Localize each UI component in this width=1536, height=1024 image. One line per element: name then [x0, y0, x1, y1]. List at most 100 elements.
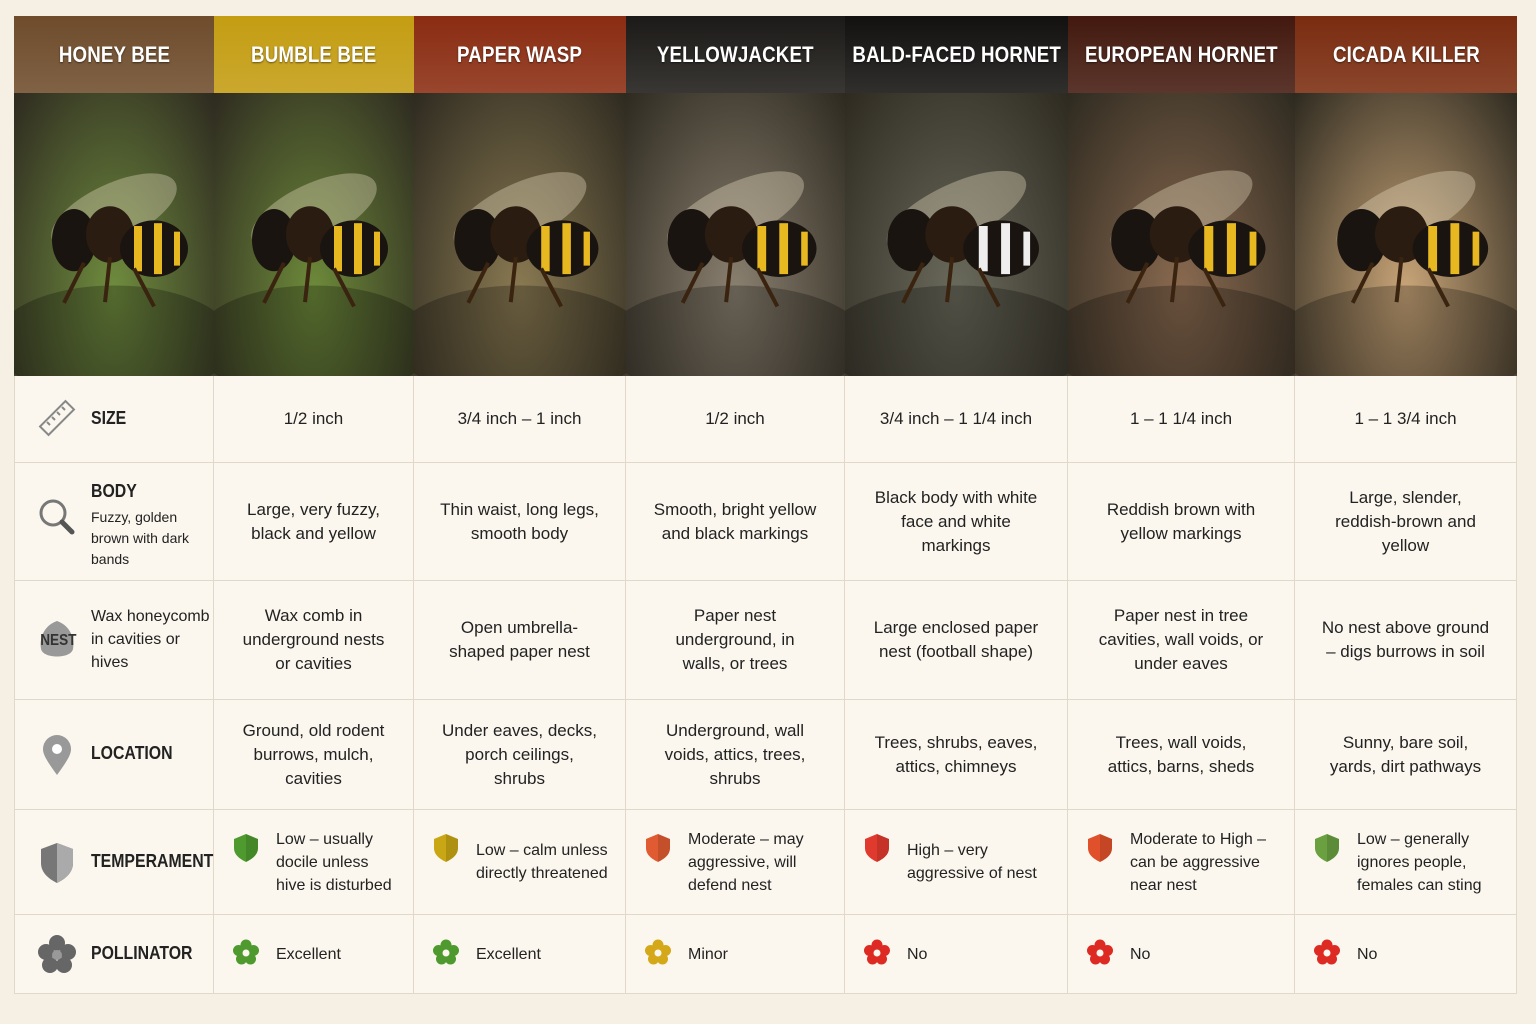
table-cell: Large enclosed paper nest (football shap… — [845, 581, 1068, 700]
table-cell: Moderate to High – can be aggressive nea… — [1068, 810, 1295, 915]
icon — [433, 939, 459, 965]
cell-text: Low – generally ignores people, females … — [1357, 830, 1482, 894]
table-cell: No — [845, 915, 1068, 994]
row-label: POLLINATOR — [91, 942, 193, 963]
cell-text: Excellent — [276, 945, 341, 963]
cell-text: Low – calm unless directly threatened — [476, 842, 608, 882]
cell-text: 1/2 inch — [283, 409, 344, 428]
cell-text: Large enclosed paper nest (football shap… — [873, 618, 1039, 661]
photo — [1068, 93, 1295, 376]
table-cell: Minor — [626, 915, 845, 994]
cell-text: Ground, old rodent burrows, mulch, cavit… — [242, 720, 385, 788]
icon — [626, 171, 845, 376]
row-note: Wax honeycomb in cavities or hives — [91, 607, 210, 671]
header-text: BUMBLE BEE — [251, 41, 377, 67]
table-cell: Ground, old rodent burrows, mulch, cavit… — [214, 700, 414, 810]
icon — [864, 939, 890, 965]
icon — [1088, 834, 1112, 862]
row-label-cell: BODY Fuzzy, golden brown with dark bands — [14, 463, 214, 581]
header-text: PAPER WASP — [457, 41, 583, 67]
cell-text: 3/4 inch – 1 1/4 inch — [879, 409, 1033, 428]
cell-text: 1/2 inch — [705, 409, 765, 428]
cell-text: Moderate – may aggressive, will defend n… — [688, 830, 804, 894]
table-cell: 1 – 1 3/4 inch — [1295, 376, 1517, 463]
cell-text: No — [1130, 945, 1151, 963]
header-text: EUROPEAN HORNET — [1085, 41, 1278, 67]
cell-text: Large, very fuzzy, black and yellow — [247, 499, 380, 543]
photo — [214, 93, 414, 376]
table-cell: Black body with white face and white mar… — [845, 463, 1068, 581]
cell-text: Large, slender, reddish-brown and yellow — [1335, 487, 1476, 555]
header-text: HONEY BEE — [58, 41, 170, 67]
cell-text: Wax comb in underground nests or cavitie… — [242, 606, 385, 673]
icon — [865, 834, 889, 862]
table-cell: Low – calm unless directly threatened — [414, 810, 626, 915]
table-cell: Paper nest in tree cavities, wall voids,… — [1068, 581, 1295, 700]
cell-text: Trees, wall voids, attics, barns, sheds — [1107, 732, 1255, 776]
row-label-box: POLLINATOR — [91, 941, 211, 965]
photo — [1295, 93, 1517, 376]
table-cell: Sunny, bare soil, yards, dirt pathways — [1295, 700, 1517, 810]
table-cell: 1 – 1 1/4 inch — [1068, 376, 1295, 463]
table-cell: Smooth, bright yellow and black markings — [626, 463, 845, 581]
row-label-box: LOCATION — [91, 741, 211, 765]
table-cell: 1/2 inch — [626, 376, 845, 463]
cell-text: Smooth, bright yellow and black markings — [653, 499, 817, 543]
icon — [14, 173, 214, 376]
cell-text: Open umbrella-shaped paper nest — [449, 618, 590, 661]
photo — [845, 93, 1068, 376]
icon — [40, 620, 74, 656]
header-text: BALD-FACED HORNET — [852, 41, 1061, 67]
column-header: CICADA KILLER — [1295, 16, 1517, 93]
cell-text: 1 – 1 1/4 inch — [1129, 409, 1233, 428]
header-text: YELLOWJACKET — [657, 41, 814, 67]
icon — [41, 842, 73, 883]
icon — [39, 499, 75, 535]
header-text: CICADA KILLER — [1332, 41, 1480, 67]
cell-text: No — [907, 945, 928, 963]
table-cell: Trees, shrubs, eaves, attics, chimneys — [845, 700, 1068, 810]
table-cell: Large, slender, reddish-brown and yellow — [1295, 463, 1517, 581]
row-label-box: SIZE — [91, 406, 211, 430]
icon — [38, 399, 76, 436]
cell-text: Underground, wall voids, attics, trees, … — [664, 720, 806, 788]
row-label-cell: LOCATION — [14, 700, 214, 810]
table-cell: No — [1068, 915, 1295, 994]
cell-text: High – very aggressive of nest — [907, 842, 1037, 882]
column-header: HONEY BEE — [14, 16, 214, 93]
photo — [14, 93, 214, 376]
row-label: BODY — [91, 481, 137, 501]
table-cell: High – very aggressive of nest — [845, 810, 1068, 915]
table-cell: No — [1295, 915, 1517, 994]
cell-text: No — [1357, 945, 1378, 963]
icon — [645, 939, 671, 965]
photo — [414, 93, 626, 376]
icon — [1314, 939, 1340, 965]
cell-text: Moderate to High – can be aggressive nea… — [1130, 830, 1267, 894]
row-label-cell: SIZE — [14, 376, 214, 463]
row-label: NEST — [40, 631, 77, 649]
column-header: BALD-FACED HORNET — [845, 16, 1068, 93]
icon — [646, 834, 670, 862]
icon — [1087, 939, 1113, 965]
table-cell: Thin waist, long legs, smooth body — [414, 463, 626, 581]
table-cell: 3/4 inch – 1 inch — [414, 376, 626, 463]
cell-text: Paper nest in tree cavities, wall voids,… — [1098, 606, 1264, 673]
row-note: Fuzzy, golden brown with dark bands — [91, 509, 190, 567]
icon — [1295, 170, 1517, 376]
cell-text: Black body with white face and white mar… — [874, 487, 1038, 555]
table-cell: Low – usually docile unless hive is dist… — [214, 810, 414, 915]
icon — [234, 834, 258, 862]
cell-text: Under eaves, decks, porch ceilings, shru… — [442, 720, 597, 788]
table-cell: Moderate – may aggressive, will defend n… — [626, 810, 845, 915]
column-header: YELLOWJACKET — [626, 16, 845, 93]
cell-text: Minor — [688, 945, 729, 963]
table-cell: Excellent — [214, 915, 414, 994]
icon — [214, 173, 414, 376]
cell-text: Reddish brown with yellow markings — [1106, 499, 1256, 543]
row-label: LOCATION — [91, 743, 173, 763]
cell-text: 3/4 inch – 1 inch — [457, 409, 582, 428]
row-label-cell: POLLINATOR — [14, 915, 214, 994]
cell-text: Sunny, bare soil, yards, dirt pathways — [1329, 732, 1482, 776]
